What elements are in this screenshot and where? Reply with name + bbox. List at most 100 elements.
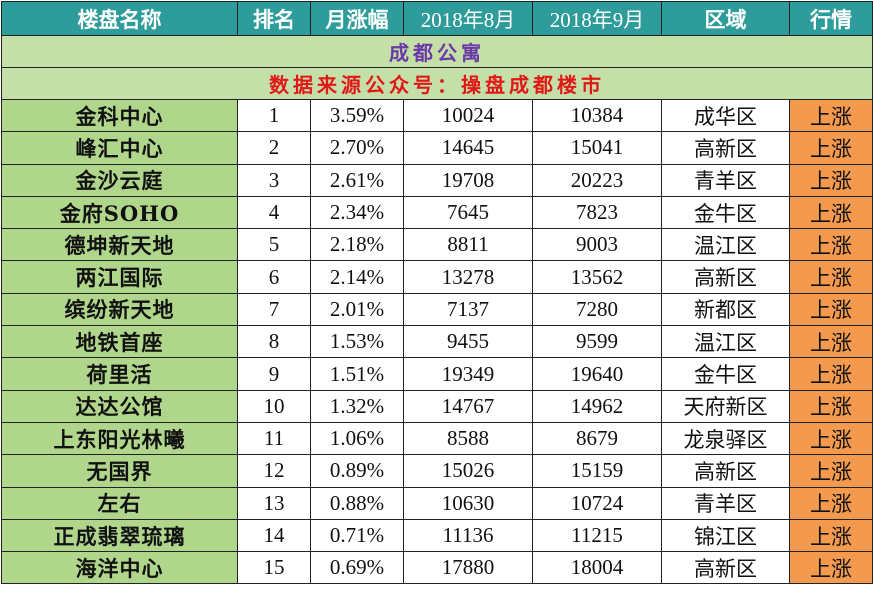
cell-rank: 11 <box>237 421 311 456</box>
cell-change: 2.01% <box>310 292 404 327</box>
cell-change: 1.06% <box>310 421 404 456</box>
cell-name: 金府SOHO <box>1 195 238 230</box>
source-row: 数据来源公众号：操盘成都楼市 <box>1 67 873 100</box>
header-monthly-change: 月涨幅 <box>310 1 404 36</box>
table-row: 峰汇中心 2 2.70% 14645 15041 高新区 上涨 <box>1 131 873 165</box>
table-row: 金府SOHO 4 2.34% 7645 7823 金牛区 上涨 <box>1 195 873 230</box>
cell-name: 缤纷新天地 <box>1 292 238 327</box>
cell-name: 无国界 <box>1 454 238 488</box>
cell-name: 达达公馆 <box>1 389 238 423</box>
cell-district: 金牛区 <box>661 357 790 391</box>
header-rank: 排名 <box>237 1 311 36</box>
cell-sep-price: 9599 <box>532 325 662 359</box>
cell-aug-price: 14645 <box>403 131 533 165</box>
cell-aug-price: 8811 <box>403 228 533 262</box>
cell-name: 德坤新天地 <box>1 228 238 262</box>
cell-trend: 上涨 <box>789 486 873 520</box>
table-row: 海洋中心 15 0.69% 17880 18004 高新区 上涨 <box>1 551 873 585</box>
title-row: 成都公寓 <box>1 35 873 68</box>
cell-district: 高新区 <box>661 131 790 165</box>
cell-change: 1.51% <box>310 357 404 391</box>
cell-name: 峰汇中心 <box>1 131 238 165</box>
cell-sep-price: 15159 <box>532 454 662 488</box>
cell-change: 2.34% <box>310 195 404 230</box>
cell-sep-price: 8679 <box>532 421 662 456</box>
cell-sep-price: 7280 <box>532 292 662 327</box>
cell-trend: 上涨 <box>789 325 873 359</box>
cell-change: 0.88% <box>310 486 404 520</box>
cell-sep-price: 18004 <box>532 551 662 585</box>
cell-sep-price: 13562 <box>532 260 662 294</box>
cell-change: 2.14% <box>310 260 404 294</box>
cell-sep-price: 9003 <box>532 228 662 262</box>
table-row: 达达公馆 10 1.32% 14767 14962 天府新区 上涨 <box>1 389 873 423</box>
table-row: 上东阳光林曦 11 1.06% 8588 8679 龙泉驿区 上涨 <box>1 421 873 456</box>
cell-sep-price: 15041 <box>532 131 662 165</box>
cell-name: 海洋中心 <box>1 551 238 585</box>
apartment-price-table: 楼盘名称 排名 月涨幅 2018年8月 2018年9月 区域 行情 成都公寓 数… <box>1 1 873 585</box>
cell-district: 高新区 <box>661 551 790 585</box>
cell-change: 1.53% <box>310 325 404 359</box>
cell-name: 金沙云庭 <box>1 163 238 197</box>
cell-district: 龙泉驿区 <box>661 421 790 456</box>
header-row: 楼盘名称 排名 月涨幅 2018年8月 2018年9月 区域 行情 <box>1 1 873 36</box>
cell-name: 金科中心 <box>1 98 238 133</box>
cell-sep-price: 11215 <box>532 518 662 553</box>
table-row: 左右 13 0.88% 10630 10724 青羊区 上涨 <box>1 486 873 520</box>
cell-change: 2.61% <box>310 163 404 197</box>
cell-district: 温江区 <box>661 325 790 359</box>
cell-rank: 12 <box>237 454 311 488</box>
cell-district: 青羊区 <box>661 486 790 520</box>
table-row: 两江国际 6 2.14% 13278 13562 高新区 上涨 <box>1 260 873 294</box>
cell-aug-price: 9455 <box>403 325 533 359</box>
table-row: 金沙云庭 3 2.61% 19708 20223 青羊区 上涨 <box>1 163 873 197</box>
cell-name: 左右 <box>1 486 238 520</box>
cell-district: 新都区 <box>661 292 790 327</box>
header-name: 楼盘名称 <box>1 1 238 36</box>
cell-district: 成华区 <box>661 98 790 133</box>
cell-change: 0.89% <box>310 454 404 488</box>
table-title: 成都公寓 <box>1 35 873 68</box>
cell-sep-price: 19640 <box>532 357 662 391</box>
cell-rank: 5 <box>237 228 311 262</box>
table-body: 金科中心 1 3.59% 10024 10384 成华区 上涨 峰汇中心 2 2.70% 14645… <box>1 98 873 585</box>
cell-aug-price: 7137 <box>403 292 533 327</box>
cell-sep-price: 14962 <box>532 389 662 423</box>
cell-sep-price: 10384 <box>532 98 662 133</box>
cell-name: 正成翡翠琉璃 <box>1 518 238 553</box>
cell-change: 0.69% <box>310 551 404 585</box>
cell-rank: 2 <box>237 131 311 165</box>
cell-trend: 上涨 <box>789 551 873 585</box>
cell-district: 锦江区 <box>661 518 790 553</box>
cell-trend: 上涨 <box>789 228 873 262</box>
cell-rank: 7 <box>237 292 311 327</box>
cell-trend: 上涨 <box>789 260 873 294</box>
header-trend: 行情 <box>789 1 873 36</box>
cell-aug-price: 19708 <box>403 163 533 197</box>
cell-aug-price: 13278 <box>403 260 533 294</box>
cell-trend: 上涨 <box>789 163 873 197</box>
data-source: 数据来源公众号：操盘成都楼市 <box>1 67 873 100</box>
cell-change: 0.71% <box>310 518 404 553</box>
cell-aug-price: 7645 <box>403 195 533 230</box>
cell-district: 金牛区 <box>661 195 790 230</box>
cell-rank: 14 <box>237 518 311 553</box>
table-row: 德坤新天地 5 2.18% 8811 9003 温江区 上涨 <box>1 228 873 262</box>
header-sep: 2018年9月 <box>532 1 662 36</box>
cell-aug-price: 17880 <box>403 551 533 585</box>
cell-name: 荷里活 <box>1 357 238 391</box>
cell-aug-price: 10024 <box>403 98 533 133</box>
cell-change: 2.70% <box>310 131 404 165</box>
cell-sep-price: 7823 <box>532 195 662 230</box>
cell-rank: 13 <box>237 486 311 520</box>
cell-trend: 上涨 <box>789 195 873 230</box>
cell-sep-price: 20223 <box>532 163 662 197</box>
cell-aug-price: 10630 <box>403 486 533 520</box>
cell-aug-price: 11136 <box>403 518 533 553</box>
header-district: 区域 <box>661 1 790 36</box>
cell-change: 3.59% <box>310 98 404 133</box>
cell-trend: 上涨 <box>789 357 873 391</box>
table-row: 地铁首座 8 1.53% 9455 9599 温江区 上涨 <box>1 325 873 359</box>
cell-aug-price: 14767 <box>403 389 533 423</box>
cell-aug-price: 19349 <box>403 357 533 391</box>
